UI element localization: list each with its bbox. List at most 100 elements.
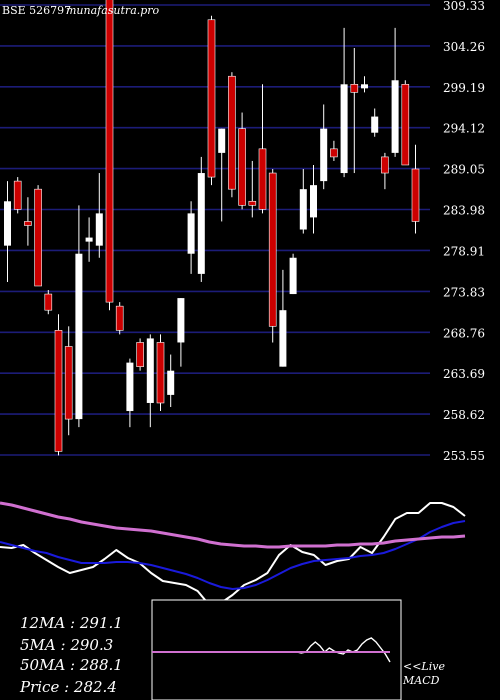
candle bbox=[258, 84, 267, 214]
candle-body bbox=[218, 128, 226, 153]
candle-body bbox=[401, 84, 410, 166]
candle-body bbox=[115, 305, 124, 331]
price-tick-label: 273.83 bbox=[443, 285, 485, 299]
stat-12ma: 12MA : 291.1 bbox=[20, 614, 123, 632]
candle bbox=[24, 197, 32, 246]
candle bbox=[146, 334, 154, 428]
macd-live-label: <<Live bbox=[403, 660, 445, 673]
candle bbox=[350, 47, 359, 174]
macd-label: MACD bbox=[402, 674, 440, 687]
candle-body bbox=[126, 362, 134, 412]
pink-indicator-line bbox=[0, 501, 466, 549]
candle-body bbox=[13, 180, 22, 210]
candle bbox=[401, 80, 410, 166]
candle bbox=[64, 326, 73, 436]
candle-body bbox=[197, 173, 205, 274]
candle-body bbox=[371, 116, 379, 133]
candle-body bbox=[299, 189, 307, 230]
candle-body bbox=[228, 75, 236, 190]
candle-body bbox=[268, 172, 277, 327]
candle-body bbox=[361, 84, 368, 89]
candle-body bbox=[136, 342, 144, 367]
candle bbox=[156, 334, 165, 412]
candle bbox=[75, 205, 83, 428]
price-tick-label: 253.55 bbox=[443, 449, 485, 463]
site-watermark: munafasutra.pro bbox=[66, 4, 160, 17]
candle-body bbox=[248, 200, 257, 206]
candle-body bbox=[156, 342, 165, 404]
candle bbox=[411, 144, 420, 234]
candle-body bbox=[238, 128, 246, 206]
candle bbox=[248, 160, 257, 218]
candle-body bbox=[105, 0, 114, 303]
candle bbox=[391, 27, 399, 157]
price-tick-label: 283.98 bbox=[443, 204, 485, 218]
candle bbox=[126, 358, 134, 428]
candle bbox=[238, 112, 246, 210]
candle-body bbox=[310, 185, 317, 218]
candle-body bbox=[54, 330, 63, 452]
candle-body bbox=[64, 346, 73, 420]
price-tick-label: 309.33 bbox=[443, 0, 485, 13]
candle bbox=[320, 104, 328, 190]
macd-box bbox=[151, 599, 402, 700]
candle bbox=[136, 338, 144, 371]
candle-body bbox=[44, 293, 53, 311]
candle bbox=[289, 253, 297, 295]
candle bbox=[371, 108, 379, 137]
moving-average-panel bbox=[0, 501, 466, 606]
candle-body bbox=[207, 19, 216, 178]
candle-body bbox=[146, 338, 154, 403]
blue-indicator-line bbox=[0, 520, 466, 590]
candle bbox=[268, 169, 277, 343]
candle bbox=[167, 354, 175, 407]
price-tick-label: 304.26 bbox=[443, 40, 485, 54]
price-axis: 309.33 304.26 299.19 294.12 289.05 283.98 278.… bbox=[443, 0, 485, 463]
candle-body bbox=[258, 148, 267, 210]
stat-50ma: 50MA : 288.1 bbox=[20, 656, 123, 674]
candle-series bbox=[4, 0, 420, 456]
candle bbox=[187, 201, 195, 274]
macd-panel bbox=[152, 637, 391, 663]
candle bbox=[330, 140, 338, 161]
stat-5ma: 5MA : 290.3 bbox=[20, 636, 113, 654]
candle bbox=[279, 269, 287, 367]
candle-body bbox=[340, 84, 348, 174]
candle-body bbox=[34, 188, 42, 287]
price-tick-label: 294.12 bbox=[443, 122, 485, 136]
candle bbox=[218, 128, 226, 222]
candle-body bbox=[85, 237, 93, 242]
candle-body bbox=[320, 128, 328, 182]
candle bbox=[54, 314, 63, 456]
price-tick-label: 268.76 bbox=[443, 326, 485, 340]
candle-body bbox=[187, 213, 195, 254]
price-tick-label: 289.05 bbox=[443, 163, 485, 177]
candle bbox=[299, 169, 307, 234]
candle bbox=[105, 0, 114, 311]
candle-body bbox=[95, 213, 103, 246]
price-tick-label: 299.19 bbox=[443, 81, 485, 95]
candle-body bbox=[177, 298, 185, 343]
white-indicator-line bbox=[0, 502, 466, 606]
candle bbox=[4, 181, 11, 282]
candle bbox=[228, 72, 236, 198]
candle bbox=[207, 15, 216, 186]
candle bbox=[115, 302, 124, 335]
candle-body bbox=[330, 148, 338, 158]
price-tick-label: 258.62 bbox=[443, 408, 485, 422]
price-tick-label: 263.69 bbox=[443, 367, 485, 381]
candle bbox=[34, 185, 42, 287]
candle bbox=[95, 173, 103, 258]
candle-body bbox=[289, 257, 297, 295]
candle-body bbox=[279, 310, 287, 367]
candle bbox=[310, 164, 317, 234]
candle bbox=[85, 217, 93, 262]
price-tick-label: 278.91 bbox=[443, 244, 485, 258]
candle bbox=[361, 76, 368, 93]
candle-body bbox=[24, 221, 32, 226]
candle-body bbox=[350, 84, 359, 93]
candle-body bbox=[391, 80, 399, 153]
candle bbox=[340, 27, 348, 178]
